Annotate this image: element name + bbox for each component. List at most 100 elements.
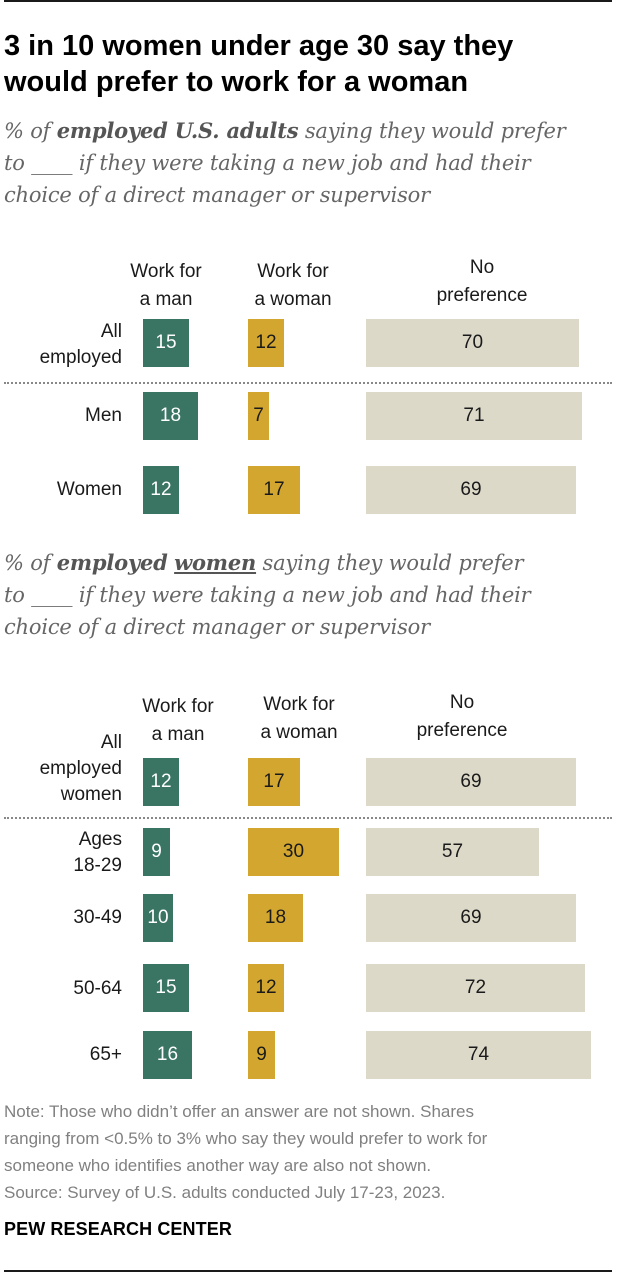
chart1-divider [4, 382, 612, 384]
chart1-col-header-man-l1: Work for [130, 261, 202, 282]
chart2-subtitle-line3: choice of a direct manager or supervisor [4, 615, 430, 639]
chart2-bar-woman-3: 18 [248, 894, 303, 942]
chart2-bar-label-nopref-2: 57 [441, 841, 464, 862]
chart2-bar-label-nopref-5: 74 [467, 1044, 490, 1065]
chart2-bar-man-4: 15 [143, 964, 189, 1012]
chart1-col-header-nopref-l2: preference [436, 285, 528, 306]
bottom-rule [4, 1270, 612, 1272]
chart2-bar-label-man-1: 12 [150, 771, 172, 792]
chart1-col-header-woman-l2: a woman [254, 289, 332, 310]
chart1-subtitle-rest: saying they would prefer [298, 119, 566, 143]
chart1-bar-nopref-3: 69 [366, 466, 576, 514]
chart1-row-label-men: Men [85, 405, 122, 426]
chart2-bar-man-5: 16 [143, 1031, 192, 1079]
chart2-bar-label-woman-5: 9 [256, 1044, 267, 1065]
chart2-bar-nopref-4: 72 [366, 964, 585, 1012]
chart2-bar-label-woman-4: 12 [255, 977, 277, 998]
chart2-col-header-man: Work for a man [118, 693, 238, 749]
chart2-row-label-all-women-l3: women [60, 784, 122, 805]
chart1-bar-label-man-1: 15 [155, 332, 177, 353]
chart1-bar-man-3: 12 [143, 466, 179, 514]
chart2-row-label-18-29: Ages 18-29 [4, 827, 122, 879]
chart2-row-label-all-women-l1: All [100, 732, 122, 753]
chart1-row-label-women: Women [56, 479, 122, 500]
chart1-bar-nopref-2: 71 [366, 392, 582, 440]
title-line-2: would prefer to work for a woman [4, 66, 469, 98]
chart1-subtitle: % of employed U.S. adults saying they wo… [4, 115, 604, 211]
chart2-bar-man-1: 12 [143, 758, 179, 806]
chart1-subtitle-prefix: % of [4, 119, 57, 143]
chart1-bar-label-woman-3: 17 [263, 479, 285, 500]
chart1-col-header-nopref-l1: No [469, 257, 495, 278]
chart1-bar-label-nopref-2: 71 [463, 405, 485, 426]
chart1-subtitle-line2: to ____ if they were taking a new job an… [4, 151, 531, 175]
chart2-bar-label-man-2: 9 [151, 841, 162, 862]
chart1-bar-nopref-1: 70 [366, 319, 579, 367]
chart2-bar-woman-2: 30 [248, 828, 339, 876]
chart1-bar-label-man-2: 18 [159, 405, 182, 426]
chart2-divider [4, 817, 612, 819]
chart2-row-label-all-women: All employed women [4, 730, 122, 808]
chart2-bar-nopref-3: 69 [366, 894, 576, 942]
chart1-row-label-all: All employed [10, 319, 122, 371]
chart1-bar-label-woman-2: 7 [253, 405, 264, 426]
chart2-row-label-50-64: 50-64 [73, 978, 122, 999]
chart1-bar-label-woman-1: 12 [255, 332, 277, 353]
chart2-col-header-nopref: No preference [402, 689, 522, 745]
chart1-row-label-all-l1: All [100, 321, 122, 342]
chart1-bar-label-man-3: 12 [150, 479, 172, 500]
chart2-subtitle: % of employed women saying they would pr… [4, 547, 604, 643]
chart2-bar-label-woman-3: 18 [264, 907, 287, 928]
chart2-subtitle-emphasis1: employed [56, 550, 168, 575]
chart1-bar-man-1: 15 [143, 319, 189, 367]
source-line: Source: Survey of U.S. adults conducted … [4, 1183, 446, 1202]
top-rule [4, 0, 612, 2]
chart1-subtitle-emphasis: employed U.S. adults [56, 118, 299, 143]
chart2-bar-nopref-2: 57 [366, 828, 539, 876]
chart2-row-label-65plus: 65+ [89, 1044, 122, 1065]
chart2-bar-label-man-5: 16 [156, 1044, 179, 1065]
chart2-bar-man-2: 9 [143, 828, 170, 876]
chart2-col-header-nopref-l2: preference [416, 720, 508, 741]
title-line-1: 3 in 10 women under age 30 say they [4, 30, 514, 62]
chart2-bar-nopref-5: 74 [366, 1031, 591, 1079]
chart1-bar-label-nopref-3: 69 [460, 479, 482, 500]
chart2-col-header-woman: Work for a woman [234, 691, 364, 747]
chart2-row-label-18-29-l1: Ages [78, 829, 122, 850]
pew-research-center-logo: PEW RESEARCH CENTER [4, 1219, 232, 1239]
note: Note: Those who didn’t offer an answer a… [4, 1098, 604, 1206]
chart1-row-label-all-l2: employed [39, 347, 122, 368]
chart1-bar-label-nopref-1: 70 [461, 332, 484, 353]
chart2-row-label-18-29-l2: 18-29 [73, 855, 122, 876]
chart2-subtitle-prefix: % of [4, 551, 57, 575]
chart1-bar-woman-2: 7 [248, 392, 269, 440]
chart-title: 3 in 10 women under age 30 say they woul… [4, 28, 604, 100]
chart2-subtitle-rest: saying they would prefer [256, 551, 524, 575]
chart2-bar-label-woman-1: 17 [263, 771, 285, 792]
chart2-bar-nopref-1: 69 [366, 758, 576, 806]
note-line-2: ranging from <0.5% to 3% who say they wo… [4, 1129, 488, 1148]
chart2-subtitle-emphasis2: women [174, 550, 257, 575]
chart1-col-header-nopref: No preference [422, 254, 542, 310]
chart1-subtitle-line3: choice of a direct manager or supervisor [4, 183, 430, 207]
chart1-col-header-man-l2: a man [139, 289, 193, 310]
chart1-bar-man-2: 18 [143, 392, 198, 440]
chart2-bar-label-woman-2: 30 [282, 841, 305, 862]
chart2-col-header-man-l2: a man [151, 724, 205, 745]
chart2-col-header-nopref-l1: No [449, 692, 475, 713]
chart2-bar-label-nopref-4: 72 [464, 977, 487, 998]
chart1-bar-woman-1: 12 [248, 319, 284, 367]
chart2-bar-woman-1: 17 [248, 758, 300, 806]
chart2-bar-woman-5: 9 [248, 1031, 275, 1079]
chart1-col-header-woman-l1: Work for [257, 261, 329, 282]
chart2-col-header-woman-l2: a woman [260, 722, 338, 743]
chart1-bar-woman-3: 17 [248, 466, 300, 514]
chart2-row-label-all-women-l2: employed [39, 758, 122, 779]
note-line-3: someone who identifies another way are a… [4, 1156, 432, 1175]
chart2-bar-label-man-3: 10 [147, 907, 169, 928]
chart2-row-label-30-49: 30-49 [73, 907, 122, 928]
chart2-bar-woman-4: 12 [248, 964, 284, 1012]
chart2-subtitle-line2: to ____ if they were taking a new job an… [4, 583, 531, 607]
chart1-col-header-man: Work for a man [106, 258, 226, 314]
chart2-bar-label-man-4: 15 [155, 977, 177, 998]
